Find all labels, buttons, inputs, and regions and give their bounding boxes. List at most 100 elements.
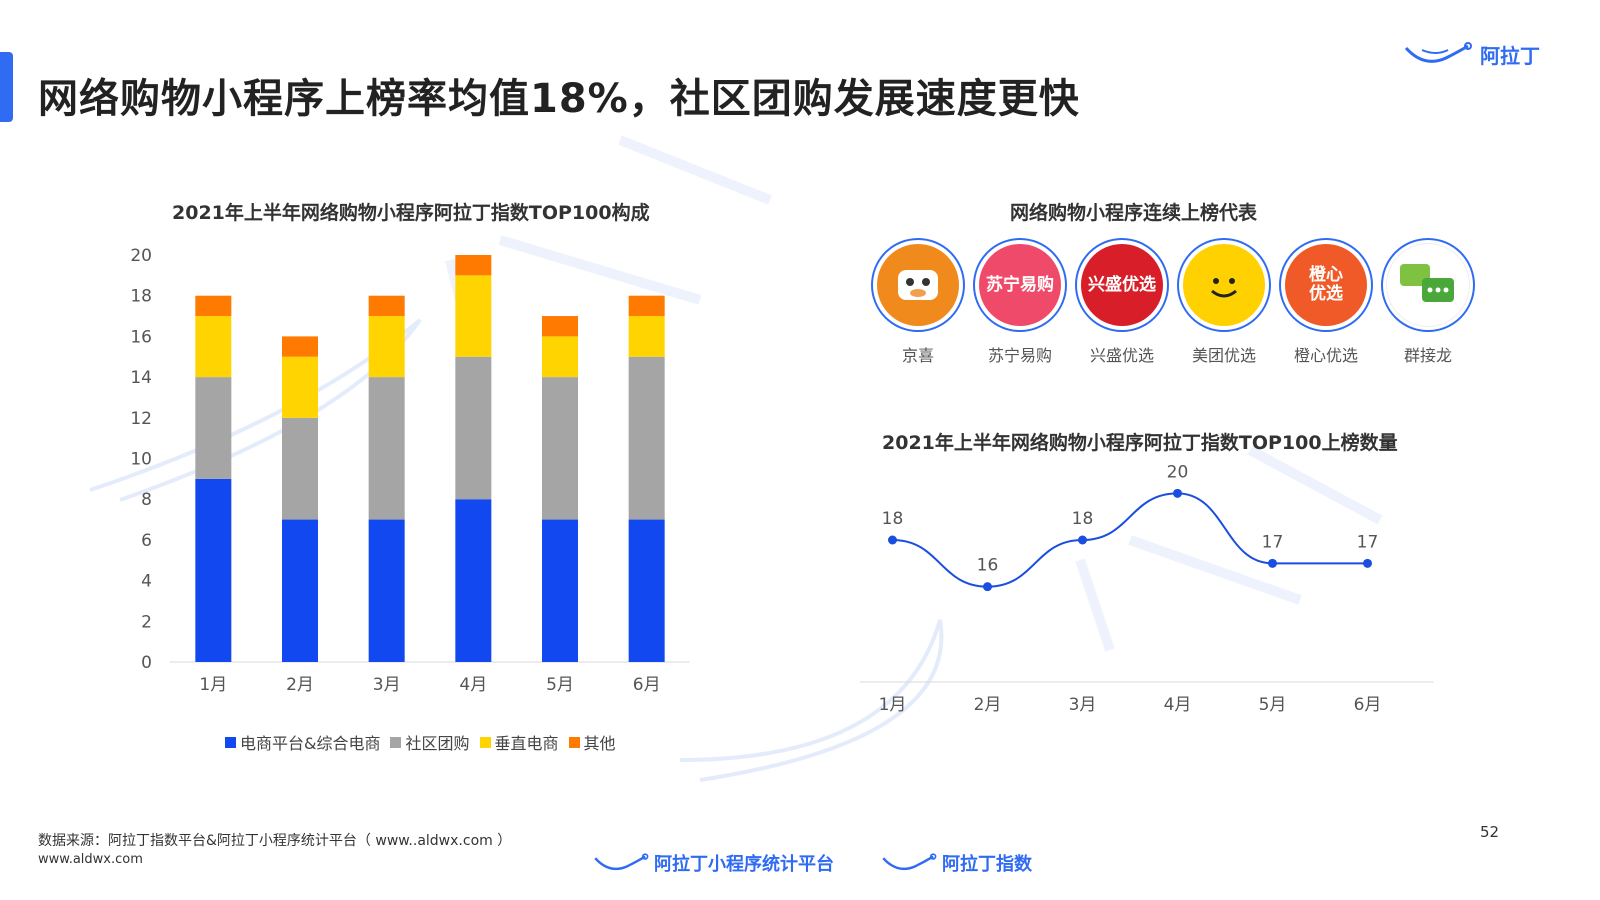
y-tick-label: 4 [141,572,152,592]
app-logo-image [1183,244,1265,326]
data-label: 18 [882,509,904,529]
data-label: 20 [1167,462,1189,482]
y-tick-label: 18 [130,287,152,307]
bar-segment [542,316,578,337]
app-name: 苏宁易购 [987,346,1052,365]
legend-swatch [568,736,580,748]
legend-swatch [225,736,236,748]
bar-chart-title: 2021年上半年网络购物小程序阿拉丁指数TOP100构成 [172,202,650,224]
app-logo-image: 兴盛优选 [1081,244,1163,326]
data-point [1268,558,1277,568]
x-tick-label: 3月 [373,675,401,695]
title-accent-bar [0,52,13,122]
bar-segment [542,377,578,520]
y-tick-label: 16 [130,327,152,347]
app-name: 美团优选 [1191,346,1256,365]
data-point [888,535,897,545]
bar-segment [628,295,665,317]
data-point [1363,558,1372,568]
app-logo-image: 苏宁易购 [979,244,1061,326]
bar-segment [542,519,578,662]
page-number: 52 [1480,823,1500,841]
bar-segment [455,356,492,500]
legend-swatch [390,736,402,748]
app-item: 兴盛优选 兴盛优选 [1072,238,1172,366]
stacked-bar-chart: 0 2 4 6 8 10 12 14 16 18 20 1月 2月 3月 4月 5月 6月 [130,246,690,695]
app-logo-icon [1177,238,1271,332]
app-item: 苏宁易购 苏宁易购 [970,238,1070,366]
app-logo-image [877,244,959,326]
bar-segment [628,519,665,662]
x-tick-label: 2月 [974,695,1002,715]
brand-logo: 阿拉丁 [1402,38,1540,70]
x-tick-label: 6月 [1354,695,1382,715]
data-point [1173,488,1182,498]
app-logo-icon: 苏宁易购 [973,238,1067,332]
bar-segment [455,499,492,662]
bar-segment [195,478,232,662]
y-tick-label: 2 [141,612,152,632]
y-tick-label: 0 [141,653,152,673]
x-tick-label: 4月 [459,675,487,695]
apps-section-title: 网络购物小程序连续上榜代表 [1010,202,1258,224]
app-logo-image: 橙心 优选 [1285,244,1367,326]
y-tick-label: 6 [141,531,152,551]
legend-item: 垂直电商 [479,730,559,754]
bar-segment [368,519,405,662]
magic-lamp-icon [594,853,649,871]
bar-segment [195,377,232,479]
app-logo-list: 京喜 苏宁易购 苏宁易购 兴盛优选 兴盛优选 美团优选 橙心 优选 橙心优选 群接龙 [868,238,1478,366]
y-tick-label: 14 [130,368,152,388]
footer-url: www.aldwx.com [38,852,143,867]
x-tick-label: 5月 [546,675,574,695]
data-point [983,582,992,592]
bar-segment [282,519,318,662]
app-item: 橙心 优选 橙心优选 [1276,238,1376,366]
line-series [892,492,1368,588]
bar-segment [195,295,232,317]
app-name: 橙心优选 [1293,346,1358,365]
bar-segment [628,356,665,520]
line-chart-title: 2021年上半年网络购物小程序阿拉丁指数TOP100上榜数量 [882,432,1398,454]
data-label: 16 [977,556,999,576]
bar-segment [628,316,665,357]
app-logo-icon [1381,238,1475,332]
x-tick-label: 3月 [1069,695,1097,715]
legend-item: 社区团购 [390,730,470,754]
footer-logo-index-text: 阿拉丁指数 [942,854,1032,875]
app-item: 京喜 [868,238,968,366]
bar-segment [368,295,405,317]
data-source-note: 数据来源：阿拉丁指数平台&阿拉丁小程序统计平台（ www..aldwx.com … [38,833,512,849]
legend-label: 电商平台&综合电商 [240,734,381,753]
data-label: 18 [1072,509,1094,529]
y-tick-label: 20 [130,246,152,266]
x-tick-label: 5月 [1259,695,1287,715]
bar-segment [455,255,492,276]
bar-segment [282,336,318,357]
footer-logo-stats: 阿拉丁小程序统计平台 [592,850,834,876]
bar-segment [282,417,318,520]
line-chart: 18 1月 16 2月 18 3月 20 4月 17 5月 17 6月 [860,462,1434,715]
app-logo-icon [871,238,965,332]
app-logo-image [1386,243,1470,327]
bar-segment [368,377,405,520]
legend-label: 社区团购 [405,734,470,753]
y-tick-label: 8 [141,490,152,510]
bar-segment [368,316,405,378]
app-logo-icon: 兴盛优选 [1075,238,1169,332]
legend-label: 垂直电商 [494,734,559,753]
bar-chart-legend: 电商平台&综合电商 社区团购 垂直电商 其他 [225,730,616,754]
legend-item: 电商平台&综合电商 [225,730,380,754]
bar-segment [542,336,578,378]
page-title: 网络购物小程序上榜率均值18%，社区团购发展速度更快 [38,76,1080,122]
bar-segment [282,356,318,418]
app-item: 美团优选 [1174,238,1274,366]
y-tick-label: 10 [130,450,152,470]
app-item: 群接龙 [1378,238,1478,366]
bar-segment [195,316,232,378]
footer-logo-stats-text: 阿拉丁小程序统计平台 [654,854,834,875]
app-name: 京喜 [901,346,934,365]
x-tick-label: 4月 [1164,695,1192,715]
magic-lamp-icon [882,853,937,871]
app-logo-icon: 橙心 优选 [1279,238,1373,332]
